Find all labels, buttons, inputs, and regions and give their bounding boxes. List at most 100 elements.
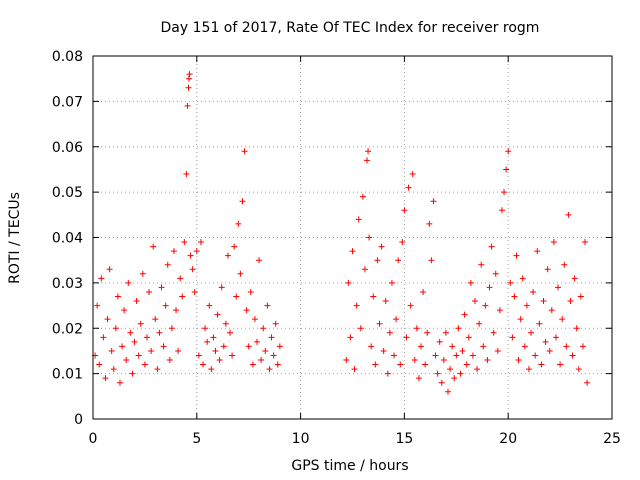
data-point	[233, 293, 240, 300]
data-point	[191, 288, 198, 295]
data-point	[418, 343, 425, 350]
data-point	[231, 243, 238, 250]
data-point	[204, 338, 211, 345]
data-point	[112, 325, 119, 332]
data-point	[222, 320, 229, 327]
data-point	[270, 352, 277, 359]
data-point	[102, 375, 109, 382]
data-point	[492, 270, 499, 277]
data-point	[584, 379, 591, 386]
data-point	[114, 293, 121, 300]
grid-lines	[93, 56, 612, 419]
data-point	[384, 370, 391, 377]
data-point	[168, 325, 175, 332]
data-point	[227, 329, 234, 336]
data-point	[175, 347, 182, 354]
data-point	[544, 266, 551, 273]
data-point	[206, 302, 213, 309]
data-point	[343, 357, 350, 364]
data-point	[100, 334, 107, 341]
data-point	[451, 375, 458, 382]
y-tick-label: 0.07	[52, 94, 83, 110]
data-point	[220, 343, 227, 350]
data-point	[131, 338, 138, 345]
x-tick-label: 25	[603, 431, 621, 447]
data-point	[478, 261, 485, 268]
data-point	[214, 311, 221, 318]
data-point	[104, 316, 111, 323]
data-point	[129, 370, 136, 377]
data-point	[181, 239, 188, 246]
y-tick-label: 0.05	[52, 185, 83, 201]
data-point	[347, 334, 354, 341]
data-point	[449, 343, 456, 350]
y-tick-label: 0.02	[52, 321, 83, 337]
data-point	[366, 234, 373, 241]
data-point	[532, 352, 539, 359]
data-point	[193, 248, 200, 255]
data-point	[538, 361, 545, 368]
data-point	[444, 388, 451, 395]
data-point	[490, 329, 497, 336]
x-tick-label: 0	[89, 431, 98, 447]
data-point	[345, 279, 352, 286]
data-point	[407, 302, 414, 309]
data-point	[534, 248, 541, 255]
data-point	[245, 343, 252, 350]
data-point	[173, 307, 180, 314]
data-point	[374, 257, 381, 264]
data-point	[224, 252, 231, 259]
data-point	[484, 357, 491, 364]
data-point	[94, 302, 101, 309]
data-point	[274, 361, 281, 368]
data-point	[579, 343, 586, 350]
data-point	[401, 207, 408, 214]
data-point	[409, 170, 416, 177]
data-point	[185, 75, 192, 82]
x-axis-label: GPS time / hours	[291, 458, 408, 474]
data-point	[237, 270, 244, 277]
data-point	[382, 298, 389, 305]
data-point	[546, 347, 553, 354]
y-tick-label: 0.08	[52, 49, 83, 65]
data-point	[200, 361, 207, 368]
data-point	[98, 275, 105, 282]
data-point	[170, 248, 177, 255]
data-point	[582, 239, 589, 246]
data-point	[453, 352, 460, 359]
data-point	[160, 343, 167, 350]
data-point	[395, 257, 402, 264]
data-point	[146, 288, 153, 295]
data-point	[365, 148, 372, 155]
data-point	[513, 252, 520, 259]
data-point	[480, 343, 487, 350]
data-point	[266, 366, 273, 373]
data-point	[260, 325, 267, 332]
data-point	[471, 298, 478, 305]
x-tick-label: 20	[499, 431, 517, 447]
data-point	[428, 257, 435, 264]
data-point	[391, 352, 398, 359]
data-point	[239, 198, 246, 205]
data-point	[141, 361, 148, 368]
data-point	[550, 239, 557, 246]
y-tick-label: 0.04	[52, 231, 83, 247]
data-point	[210, 334, 217, 341]
data-point	[156, 329, 163, 336]
data-point	[515, 357, 522, 364]
data-point	[148, 347, 155, 354]
data-point	[447, 366, 454, 373]
plot-frame	[92, 55, 613, 420]
data-point	[184, 102, 191, 109]
data-point	[498, 207, 505, 214]
data-point	[459, 347, 466, 354]
data-point	[461, 311, 468, 318]
data-point	[116, 379, 123, 386]
data-point	[249, 361, 256, 368]
data-point	[528, 329, 535, 336]
data-point	[388, 279, 395, 286]
data-point	[465, 334, 472, 341]
data-point	[164, 261, 171, 268]
data-point	[355, 216, 362, 223]
data-point	[241, 148, 248, 155]
